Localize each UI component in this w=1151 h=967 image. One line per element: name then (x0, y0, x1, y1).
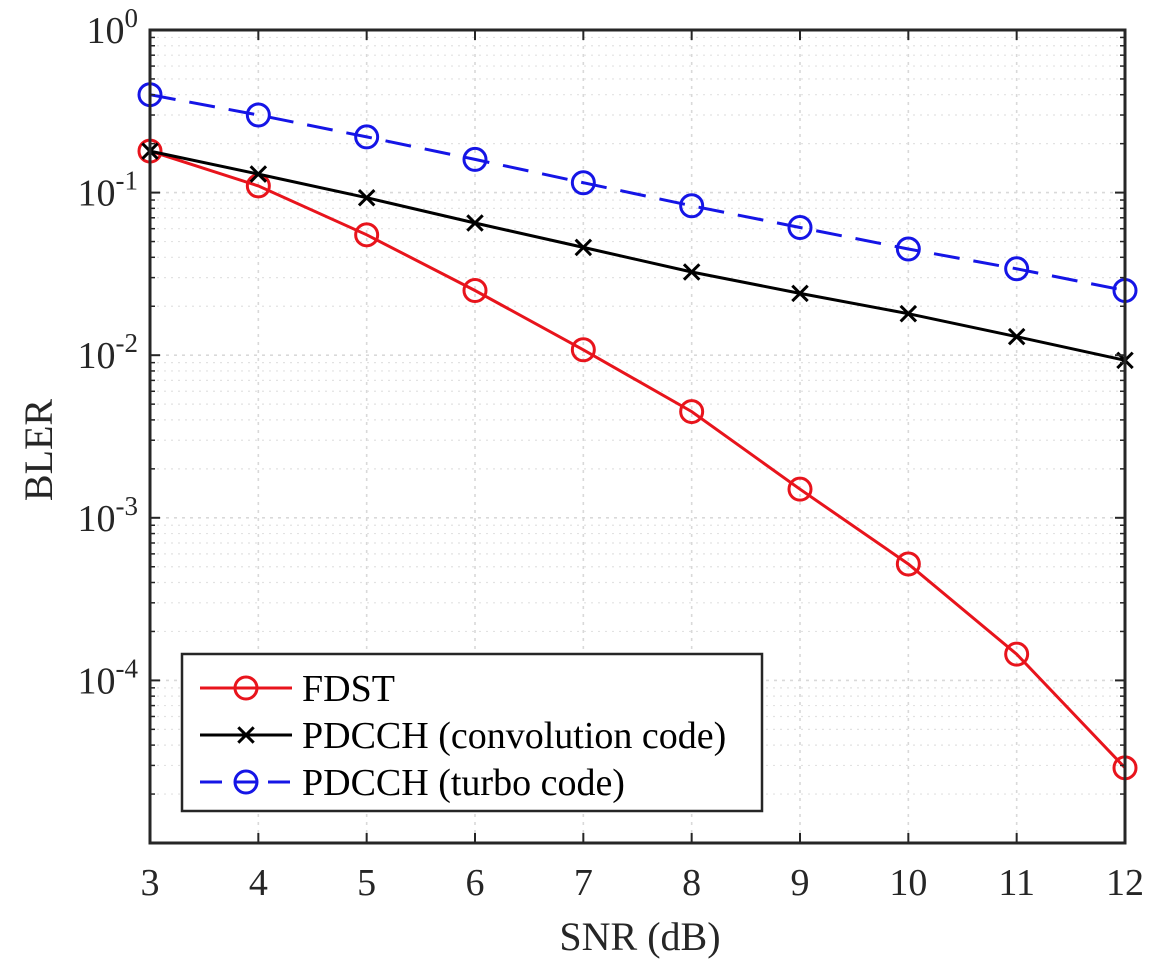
plot-frame (148, 28, 1127, 845)
data-point (233, 675, 259, 701)
data-point-stroke (899, 304, 918, 323)
x-tick-label: 8 (682, 862, 701, 904)
series-3 (137, 82, 1138, 303)
data-point (679, 399, 705, 425)
series-2 (141, 142, 1134, 370)
y-tick-label: 10-4 (78, 653, 139, 702)
data-point (1004, 256, 1030, 282)
legend-entry: PDCCH (convolution code) (200, 715, 726, 757)
data-point (249, 165, 268, 183)
data-point (787, 476, 813, 502)
data-point (233, 769, 259, 795)
legend-entry: PDCCH (turbo code) (200, 762, 625, 804)
x-axis-label: SNR (dB) (559, 914, 720, 959)
data-point-stroke (791, 284, 809, 303)
tick-labels: 3 4 5 6 7 8 9 10 11 12 100 10-1 10-2 10-3 10-4 (78, 3, 1145, 904)
data-point (357, 188, 376, 207)
legend-entry: FDST (200, 668, 395, 710)
series-layer (137, 82, 1138, 781)
legend-box (180, 652, 764, 813)
x-tick-label: 12 (1106, 862, 1144, 904)
x-tick-label: 6 (466, 862, 485, 904)
legend-label: FDST (302, 668, 395, 710)
data-point (245, 102, 271, 128)
series-line (149, 149, 1126, 362)
data-point-stroke (249, 165, 268, 183)
data-point (679, 193, 705, 219)
y-tick-label: 10-3 (78, 491, 139, 540)
x-tick-label: 4 (249, 862, 268, 904)
data-point-stroke (237, 726, 255, 744)
x-tick-label: 9 (791, 862, 810, 904)
data-point (895, 551, 921, 577)
x-tick-label: 10 (889, 862, 927, 904)
data-point-stroke (466, 214, 484, 232)
data-point (462, 146, 488, 172)
data-point-stroke (357, 188, 376, 207)
ticks (149, 30, 1126, 844)
legend: FDST PDCCH (convolution code) PDCCH (turbo… (180, 652, 764, 813)
data-point (462, 277, 488, 303)
series-line (149, 149, 1127, 769)
x-tick-label: 7 (574, 862, 593, 904)
y-tick-label: 10-2 (78, 328, 139, 377)
y-tick-label: 10-1 (78, 166, 139, 215)
data-point (899, 304, 918, 323)
data-point (574, 238, 593, 257)
data-point-stroke (574, 238, 593, 257)
data-point (570, 337, 596, 363)
data-point (570, 170, 596, 196)
y-tick-label: 100 (87, 3, 139, 52)
legend-label: PDCCH (convolution code) (302, 715, 726, 757)
legend-label: PDCCH (turbo code) (302, 762, 625, 804)
data-point (354, 124, 380, 150)
x-tick-label: 5 (357, 862, 376, 904)
data-point (791, 284, 809, 303)
data-point (1004, 641, 1030, 667)
data-point-stroke (1007, 327, 1026, 346)
data-point-stroke (682, 263, 701, 281)
data-point (466, 214, 484, 232)
data-point (1007, 327, 1026, 346)
data-point (237, 726, 255, 744)
data-point (787, 215, 813, 241)
x-tick-label: 11 (998, 862, 1035, 904)
data-point (354, 222, 380, 248)
series-line (149, 93, 1126, 292)
y-axis-label: BLER (16, 399, 61, 502)
x-tick-label: 3 (141, 862, 160, 904)
data-point (682, 263, 701, 281)
data-point (895, 236, 921, 262)
